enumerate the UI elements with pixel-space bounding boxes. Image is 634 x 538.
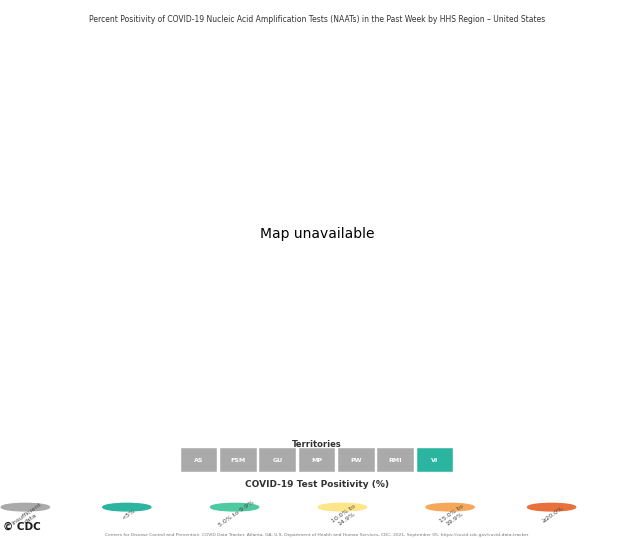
Text: COVID-19 Test Positivity (%): COVID-19 Test Positivity (%) [245,480,389,489]
Circle shape [318,504,366,511]
Text: AS: AS [195,458,204,463]
Text: RMI: RMI [389,458,403,463]
Text: MP: MP [311,458,323,463]
Text: 5.0% to 9.9%: 5.0% to 9.9% [217,500,255,528]
FancyBboxPatch shape [259,449,296,472]
Text: Centers for Disease Control and Prevention. COVID Data Tracker. Atlanta, GA: U.S: Centers for Disease Control and Preventi… [105,533,529,537]
Text: Territories: Territories [292,441,342,449]
FancyBboxPatch shape [417,449,453,472]
Text: PW: PW [351,458,362,463]
Text: <5%: <5% [120,508,136,521]
Text: ≥20.0%: ≥20.0% [541,505,565,523]
Text: Map unavailable: Map unavailable [260,227,374,241]
Text: Insufficient
data: Insufficient data [11,502,46,531]
Circle shape [527,504,576,511]
FancyBboxPatch shape [299,449,335,472]
Text: FSM: FSM [231,458,246,463]
Circle shape [210,504,259,511]
Text: 10.0% to
14.9%: 10.0% to 14.9% [331,504,360,529]
Text: Percent Positivity of COVID-19 Nucleic Acid Amplification Tests (NAATs) in the P: Percent Positivity of COVID-19 Nucleic A… [89,15,545,24]
Text: © CDC: © CDC [3,522,41,532]
Text: GU: GU [273,458,283,463]
FancyBboxPatch shape [338,449,375,472]
Circle shape [1,504,49,511]
FancyBboxPatch shape [181,449,217,472]
FancyBboxPatch shape [377,449,414,472]
Text: VI: VI [431,458,439,463]
FancyBboxPatch shape [220,449,257,472]
Text: 15.0% to
19.9%: 15.0% to 19.9% [439,504,468,529]
Circle shape [103,504,151,511]
Circle shape [426,504,474,511]
